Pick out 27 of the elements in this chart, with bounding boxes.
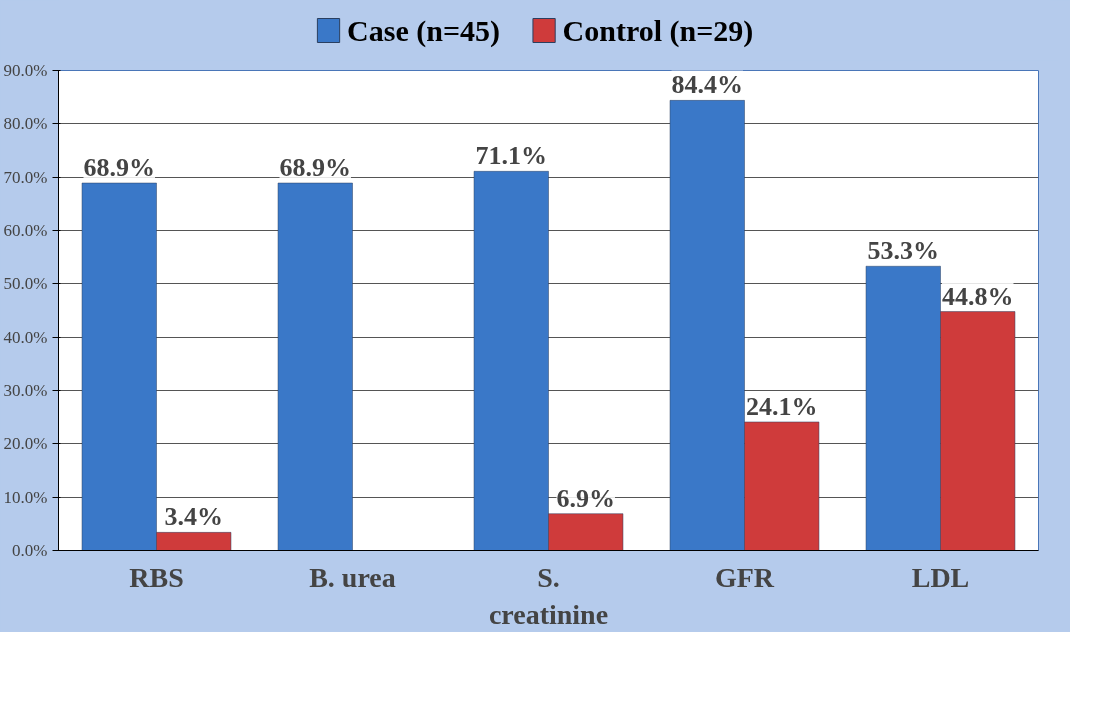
data-label: 84.4% <box>671 70 744 100</box>
data-label: 53.3% <box>867 236 940 266</box>
data-label: 71.1% <box>475 141 548 171</box>
data-label: 44.8% <box>941 281 1014 311</box>
y-tick-label: 60.0% <box>3 221 48 240</box>
data-label: 3.4% <box>164 502 223 532</box>
y-tick-label: 30.0% <box>3 381 48 400</box>
x-tick-label: B. urea <box>309 561 396 593</box>
y-tick-label: 10.0% <box>3 487 48 507</box>
x-tick-label: LDL <box>911 561 970 593</box>
legend-label: Case (n=45) <box>347 14 500 48</box>
data-label: 24.1% <box>745 391 818 421</box>
y-tick-label: 0.0% <box>12 541 48 560</box>
y-tick-label: 70.0% <box>3 167 48 187</box>
x-tick-label: GFR <box>714 561 775 593</box>
y-tick-label: 20.0% <box>3 434 48 454</box>
y-tick-label: 40.0% <box>3 327 48 347</box>
y-tick-label: 80.0% <box>3 114 48 134</box>
data-label: 68.9% <box>83 153 156 183</box>
data-label: 68.9% <box>279 153 352 183</box>
y-tick-label: 50.0% <box>3 274 48 294</box>
data-label: 6.9% <box>556 483 615 513</box>
x-tick-label: RBS <box>129 561 184 593</box>
y-tick-label: 90.0% <box>3 61 48 80</box>
x-tick-label: S. creatinine <box>488 561 609 630</box>
legend-label: Control (n=29) <box>562 14 754 48</box>
bar <box>277 182 353 551</box>
